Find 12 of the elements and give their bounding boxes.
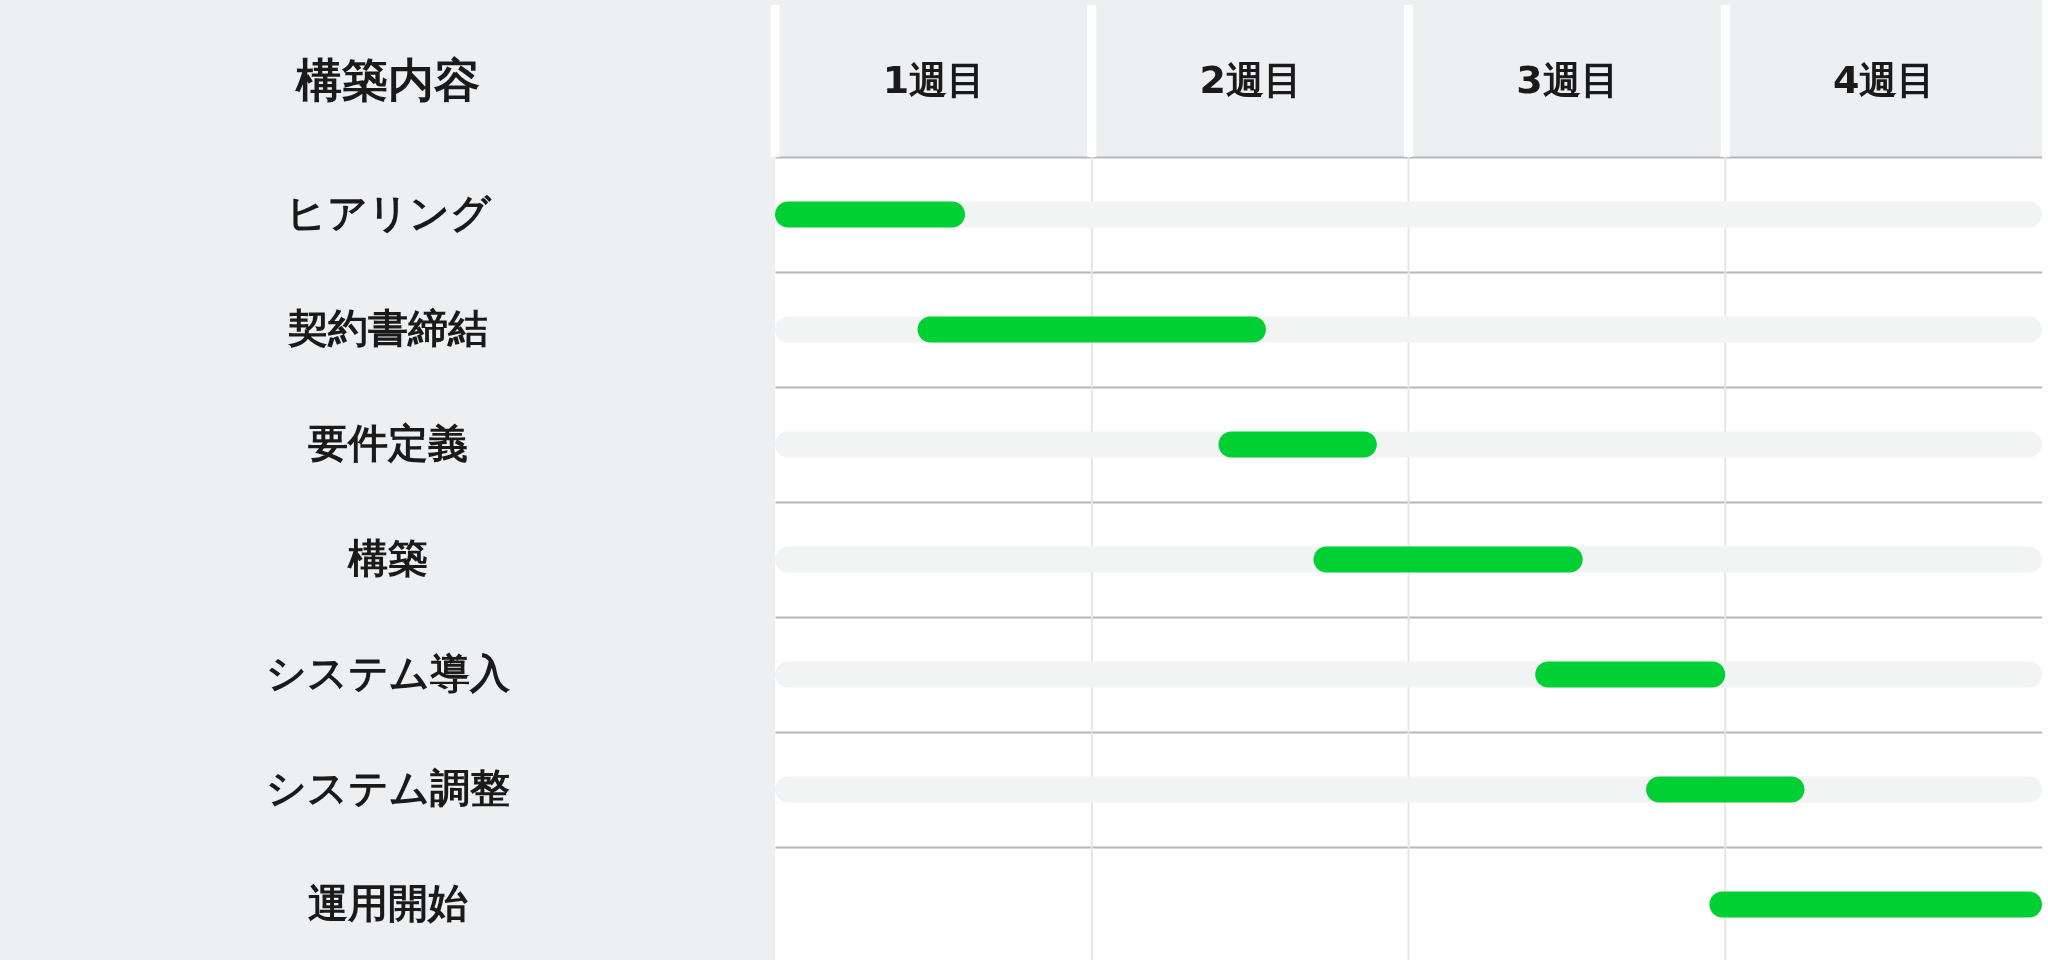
y-tick-label: システム調整: [266, 765, 510, 811]
x-tick-label: 2週目: [1199, 57, 1302, 102]
x-tick-label: 3週目: [1516, 57, 1619, 102]
y-tick-label: システム導入: [266, 650, 511, 696]
y-tick-label: ヒアリング: [285, 190, 492, 236]
x-tick-label: 1週目: [882, 57, 986, 102]
y-tick-label: 契約書締結: [287, 305, 488, 351]
y-tick-label: 運用開始: [308, 880, 468, 926]
y-tick-label: 要件定義: [308, 420, 468, 466]
x-tick-label: 4週目: [1832, 57, 1936, 102]
y-tick-label: 構築: [347, 535, 428, 581]
y-axis-title: 構築内容: [295, 52, 480, 107]
